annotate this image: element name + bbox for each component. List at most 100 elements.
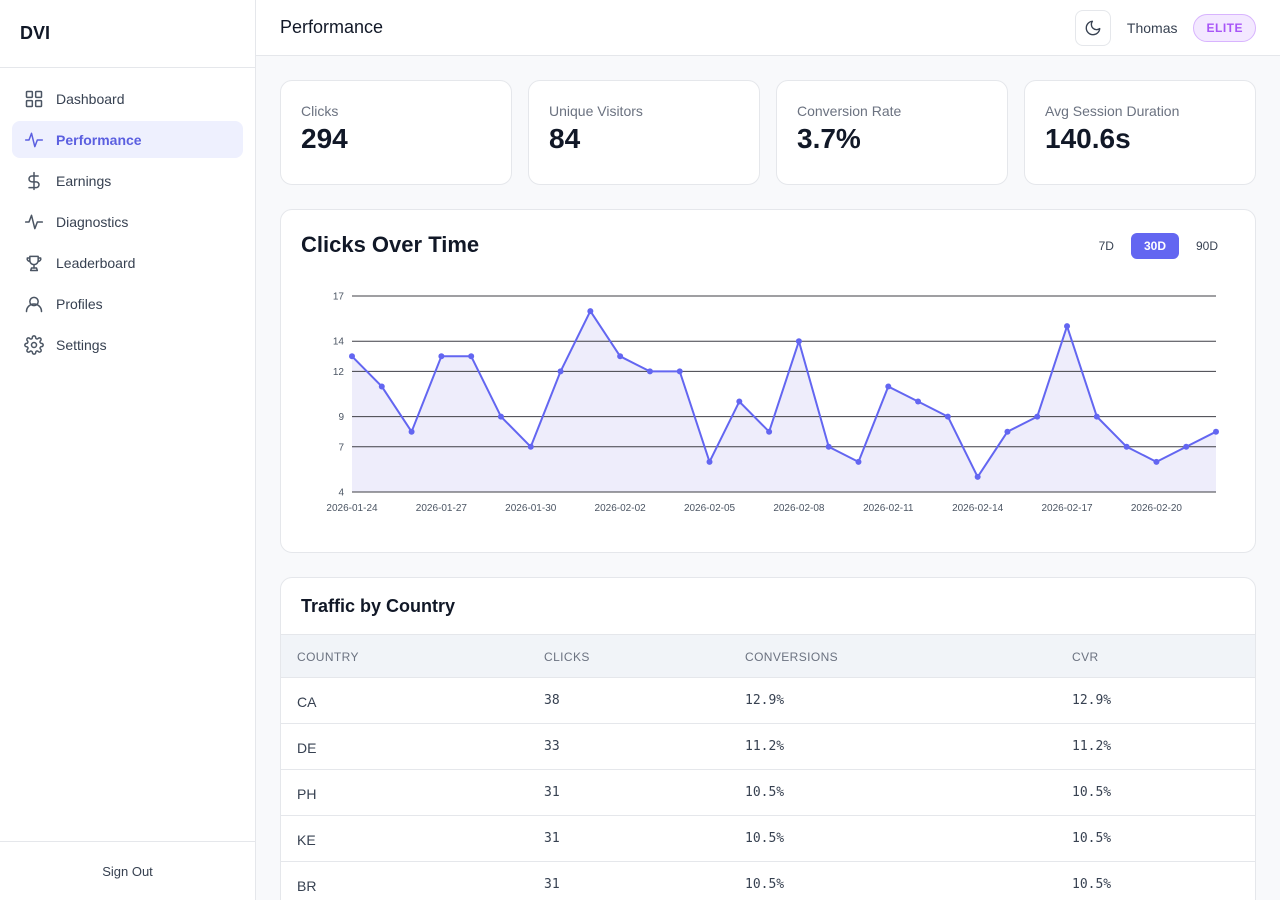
y-tick-label: 17 (333, 292, 345, 303)
y-tick-label: 4 (338, 488, 344, 499)
data-point (795, 338, 802, 345)
conversions-cell: 10.5% (745, 831, 785, 846)
range-30d-button[interactable]: 30D (1130, 233, 1179, 259)
x-tick-label: 2026-01-30 (505, 503, 557, 514)
x-tick-label: 2026-02-08 (773, 503, 825, 514)
sidebar: DVI Dashboard Performance Earnings Diagn… (0, 0, 256, 900)
user-icon (24, 294, 44, 314)
x-tick-label: 2026-02-14 (952, 503, 1004, 514)
y-tick-label: 7 (338, 442, 344, 453)
table-row: DE 33 11.2% 11.2% (281, 724, 1255, 770)
data-point (974, 473, 981, 480)
grid-icon (24, 89, 44, 109)
cvr-cell: 10.5% (1072, 877, 1112, 892)
sidebar-item-settings[interactable]: Settings (12, 326, 243, 363)
column-header-country[interactable]: COUNTRY (297, 650, 359, 664)
sidebar-item-performance[interactable]: Performance (12, 121, 243, 158)
gear-icon (24, 334, 44, 355)
data-point (706, 458, 713, 465)
data-point (915, 398, 922, 405)
pulse-icon (24, 212, 44, 232)
data-point (1004, 428, 1011, 435)
range-90d-button[interactable]: 90D (1195, 239, 1218, 253)
data-point (617, 353, 624, 360)
sidebar-item-profiles[interactable]: Profiles (12, 285, 243, 322)
stat-label: Conversion Rate (797, 103, 902, 119)
x-tick-label: 2026-02-11 (863, 503, 914, 514)
cvr-cell: 10.5% (1072, 831, 1112, 846)
conversions-cell: 12.9% (745, 693, 785, 708)
column-header-cvr[interactable]: CVR (1072, 650, 1099, 664)
trophy-icon (24, 253, 44, 273)
sidebar-item-label: Performance (56, 131, 142, 148)
data-point (349, 353, 355, 360)
clicks-cell: 33 (544, 739, 560, 754)
x-tick-label: 2026-01-24 (326, 503, 378, 514)
traffic-by-country-card: Traffic by Country COUNTRY CLICKS CONVER… (280, 577, 1256, 900)
data-point (1123, 443, 1130, 450)
stat-value: 84 (549, 123, 581, 154)
sidebar-item-label: Earnings (56, 172, 112, 189)
data-point (587, 308, 594, 315)
conversions-cell: 10.5% (745, 785, 785, 800)
stat-value: 294 (301, 123, 348, 154)
top-header: Performance Thomas ELITE (256, 0, 1280, 56)
sidebar-item-label: Leaderboard (56, 254, 136, 271)
sidebar-item-label: Dashboard (56, 90, 125, 107)
dollar-icon (24, 171, 44, 191)
data-point (468, 353, 475, 360)
stat-value: 140.6s (1045, 123, 1131, 154)
sidebar-item-label: Profiles (56, 295, 103, 312)
data-point (676, 368, 683, 375)
data-point (944, 413, 951, 420)
x-tick-label: 2026-02-17 (1041, 503, 1093, 514)
moon-icon (1085, 20, 1101, 35)
country-cell: KE (297, 832, 316, 848)
y-tick-label: 9 (338, 412, 344, 423)
sign-out-button[interactable]: Sign Out (102, 863, 153, 879)
country-cell: BR (297, 878, 317, 894)
clicks-line-chart: 4 7 9 12 14 17 2026-01-24 2026-01-27 2026-01-30 2… (326, 292, 1219, 514)
data-point (1064, 323, 1071, 330)
x-tick-label: 2026-02-20 (1131, 503, 1183, 514)
stat-label: Unique Visitors (549, 103, 643, 119)
clicks-cell: 38 (544, 693, 560, 708)
sidebar-item-diagnostics[interactable]: Diagnostics (12, 203, 243, 240)
data-point (766, 428, 773, 435)
conversions-cell: 10.5% (745, 877, 785, 892)
table-header: COUNTRY CLICKS CONVERSIONS CVR (281, 634, 1255, 678)
country-cell: CA (297, 694, 317, 710)
column-header-conversions[interactable]: CONVERSIONS (745, 650, 839, 664)
table-row: BR 31 10.5% 10.5% (281, 862, 1255, 900)
table-title: Traffic by Country (301, 595, 456, 616)
column-header-clicks[interactable]: CLICKS (544, 650, 590, 664)
header-actions: Thomas ELITE (1074, 9, 1256, 46)
country-cell: DE (297, 740, 317, 756)
x-tick-label: 2026-02-05 (684, 503, 736, 514)
cvr-cell: 12.9% (1072, 693, 1112, 708)
page-title: Performance (280, 17, 384, 37)
range-7d-button[interactable]: 7D (1098, 239, 1114, 253)
chart-area-fill (352, 311, 1216, 492)
sidebar-item-leaderboard[interactable]: Leaderboard (12, 244, 243, 281)
x-tick-label: 2026-01-27 (416, 503, 468, 514)
y-tick-label: 14 (333, 337, 345, 348)
data-point (1153, 458, 1160, 465)
data-point (408, 428, 415, 435)
table-row: CA 38 12.9% 12.9% (281, 678, 1255, 724)
sidebar-item-earnings[interactable]: Earnings (12, 162, 243, 199)
stat-label: Avg Session Duration (1045, 103, 1180, 119)
data-point (557, 368, 564, 375)
theme-toggle-button[interactable] (1074, 9, 1111, 46)
data-point (1183, 443, 1190, 450)
sidebar-item-dashboard[interactable]: Dashboard (12, 80, 243, 117)
chart-title: Clicks Over Time (301, 232, 480, 257)
cvr-cell: 10.5% (1072, 785, 1112, 800)
conversions-cell: 11.2% (745, 739, 785, 754)
data-point (497, 413, 504, 420)
clicks-cell: 31 (544, 877, 560, 892)
series-line (351, 310, 1217, 478)
activity-icon (24, 130, 44, 150)
stat-value: 3.7% (797, 123, 861, 154)
clicks-chart-card: 4 7 9 12 14 17 2026-01-24 2026-01-27 2026-01-30 2… (280, 209, 1256, 553)
